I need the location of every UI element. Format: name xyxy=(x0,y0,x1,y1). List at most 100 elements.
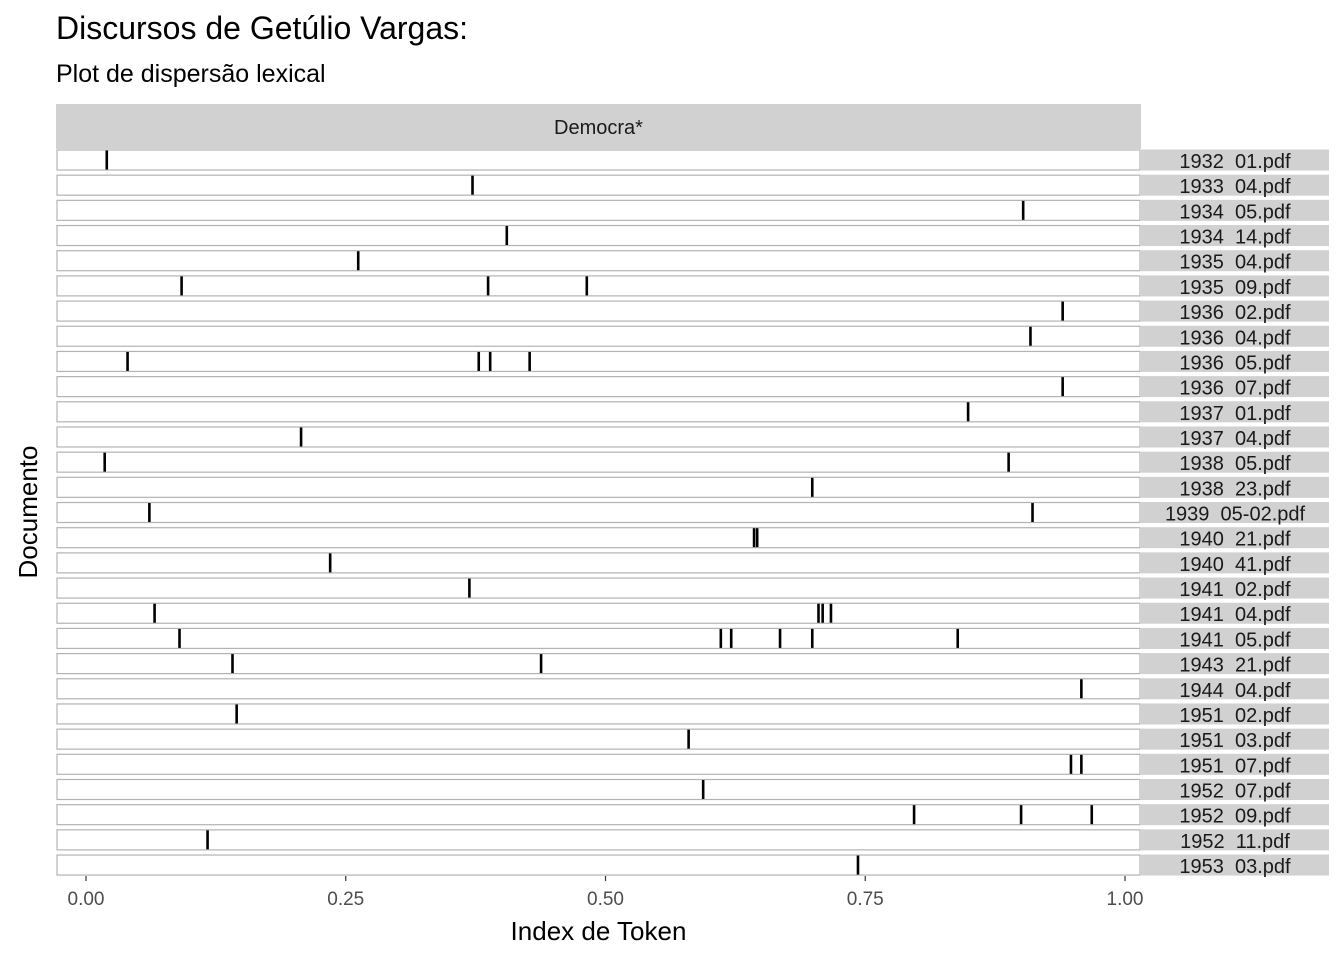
row-label: 1938 23.pdf xyxy=(1179,478,1291,500)
document-row: 1936 07.pdf xyxy=(56,376,1329,400)
row-label: 1934 14.pdf xyxy=(1179,227,1291,249)
row-panel xyxy=(56,703,1141,725)
row-label: 1938 05.pdf xyxy=(1179,453,1291,475)
document-row: 1941 04.pdf xyxy=(56,602,1329,626)
x-tick-label: 0.75 xyxy=(847,889,884,910)
row-strip xyxy=(1141,854,1329,876)
row-strip xyxy=(1141,753,1329,775)
row-label: 1952 11.pdf xyxy=(1180,831,1290,853)
row-strip xyxy=(1141,552,1329,574)
document-row: 1952 11.pdf xyxy=(56,829,1329,853)
row-label: 1951 03.pdf xyxy=(1179,730,1291,752)
document-row: 1940 41.pdf xyxy=(56,552,1329,576)
row-strip xyxy=(1141,174,1329,196)
row-strip xyxy=(1141,199,1329,221)
row-label: 1936 02.pdf xyxy=(1179,302,1291,324)
document-row: 1951 02.pdf xyxy=(56,703,1329,727)
row-strip xyxy=(1141,300,1329,322)
document-row: 1936 05.pdf xyxy=(56,350,1329,374)
facet-strip-label: Democra* xyxy=(554,117,643,139)
chart-subtitle: Plot de dispersão lexical xyxy=(56,60,326,88)
row-panel xyxy=(56,325,1141,347)
row-panel xyxy=(56,652,1141,675)
row-panel xyxy=(56,401,1141,423)
row-label: 1933 04.pdf xyxy=(1179,176,1291,198)
document-row: 1951 07.pdf xyxy=(56,753,1329,777)
row-panel xyxy=(56,552,1141,574)
chart-title: Discursos de Getúlio Vargas: xyxy=(56,10,468,46)
row-label: 1936 05.pdf xyxy=(1179,352,1291,374)
row-panel xyxy=(56,476,1141,498)
document-row: 1952 07.pdf xyxy=(56,778,1329,803)
row-label: 1936 07.pdf xyxy=(1179,378,1291,400)
x-tick-label: 0.25 xyxy=(327,889,364,910)
row-label: 1935 04.pdf xyxy=(1179,252,1291,274)
row-panel xyxy=(56,778,1141,801)
document-row: 1934 05.pdf xyxy=(56,199,1329,223)
row-strip xyxy=(1141,527,1329,549)
row-strip xyxy=(1141,225,1329,247)
row-panel xyxy=(56,753,1141,775)
row-strip xyxy=(1141,502,1329,524)
row-strip xyxy=(1141,451,1329,473)
row-label: 1940 41.pdf xyxy=(1179,554,1291,576)
row-strip xyxy=(1141,779,1329,800)
row-panel xyxy=(56,300,1141,322)
row-label: 1951 07.pdf xyxy=(1179,755,1291,777)
row-panel xyxy=(56,199,1141,221)
row-panel xyxy=(56,275,1141,297)
document-row: 1934 14.pdf xyxy=(56,224,1329,249)
row-strip xyxy=(1141,426,1329,448)
row-label: 1935 09.pdf xyxy=(1179,277,1291,299)
x-tick-label: 1.00 xyxy=(1107,889,1144,910)
document-row: 1941 02.pdf xyxy=(56,577,1329,601)
document-row: 1941 05.pdf xyxy=(56,627,1329,651)
document-row: 1935 04.pdf xyxy=(56,250,1329,274)
document-row: 1944 04.pdf xyxy=(56,678,1329,702)
row-panel xyxy=(56,376,1141,398)
row-label: 1941 02.pdf xyxy=(1179,579,1291,601)
document-row: 1953 03.pdf xyxy=(56,854,1329,878)
row-panel xyxy=(56,577,1141,599)
row-label: 1936 04.pdf xyxy=(1179,327,1291,349)
document-row: 1943 21.pdf xyxy=(56,652,1329,677)
row-panel xyxy=(56,426,1141,448)
row-strip xyxy=(1141,804,1329,826)
document-row: 1940 21.pdf xyxy=(56,527,1329,551)
row-label: 1952 09.pdf xyxy=(1179,806,1291,828)
row-strip xyxy=(1141,250,1329,272)
document-row: 1939 05-02.pdf xyxy=(56,501,1329,526)
document-row: 1935 09.pdf xyxy=(56,275,1329,299)
row-panel xyxy=(56,350,1141,373)
x-axis: 0.00 0.25 0.50 0.75 1.00 xyxy=(68,876,1144,910)
row-panel xyxy=(56,250,1141,272)
document-row: 1951 03.pdf xyxy=(56,728,1329,752)
row-strip xyxy=(1141,350,1329,372)
document-row: 1938 23.pdf xyxy=(56,476,1329,500)
row-label: 1941 05.pdf xyxy=(1179,629,1291,651)
row-panel xyxy=(56,174,1141,196)
row-label: 1953 03.pdf xyxy=(1179,856,1291,878)
document-row: 1936 04.pdf xyxy=(56,325,1329,349)
row-strip xyxy=(1141,577,1329,599)
row-label: 1939 05-02.pdf xyxy=(1165,504,1306,526)
document-row: 1952 09.pdf xyxy=(56,804,1329,828)
row-panel xyxy=(56,224,1141,247)
row-panel xyxy=(56,854,1141,876)
row-label: 1951 02.pdf xyxy=(1179,705,1291,727)
row-label: 1937 01.pdf xyxy=(1179,403,1291,425)
row-strip xyxy=(1141,653,1329,675)
row-panel xyxy=(56,451,1141,473)
row-strip xyxy=(1141,401,1329,423)
row-strip xyxy=(1141,476,1329,498)
row-strip xyxy=(1141,678,1329,700)
row-label: 1941 04.pdf xyxy=(1179,604,1291,626)
row-panel xyxy=(56,728,1141,750)
row-strip xyxy=(1141,703,1329,725)
row-label: 1937 04.pdf xyxy=(1179,428,1291,450)
row-strip xyxy=(1141,627,1329,649)
x-axis-title: Index de Token xyxy=(511,916,687,946)
document-row: 1932 01.pdf xyxy=(56,149,1329,173)
row-label: 1952 07.pdf xyxy=(1179,781,1291,803)
